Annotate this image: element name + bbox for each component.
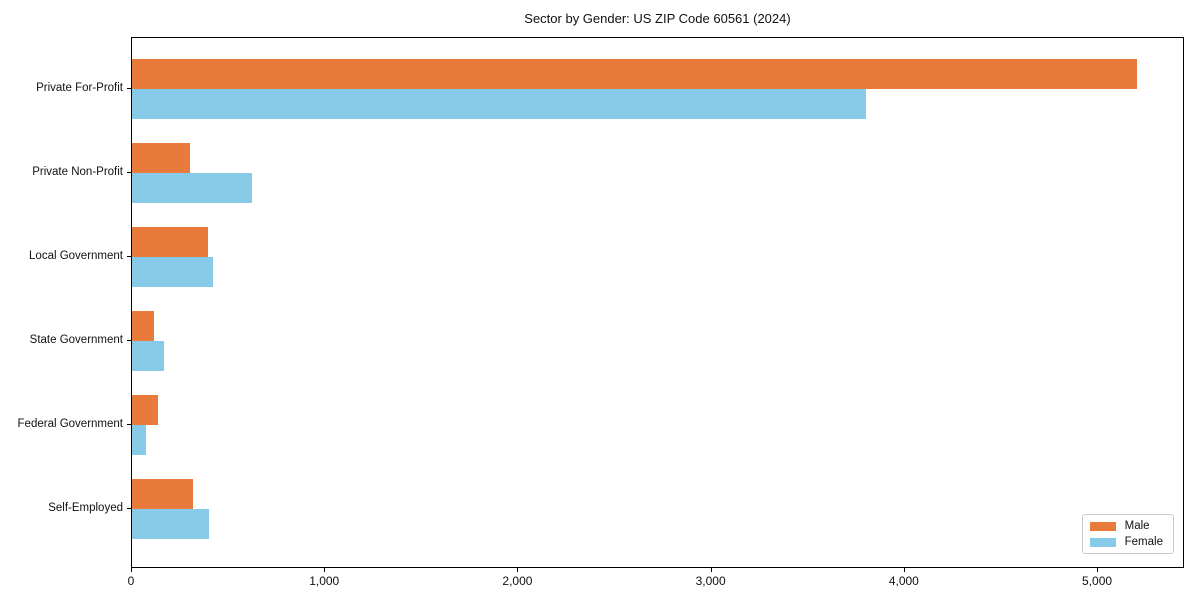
bar-female-federal-government (132, 425, 146, 455)
bar-male-federal-government (132, 395, 159, 425)
x-tick-label-1-000: 1,000 (309, 574, 340, 588)
x-tick-label-4-000: 4,000 (888, 574, 919, 588)
x-tick-mark (1097, 568, 1099, 572)
chart-legend: Male Female (1081, 514, 1174, 554)
x-tick-label-3-000: 3,000 (695, 574, 726, 588)
legend-entry-male: Male (1089, 520, 1163, 532)
bar-male-private-non-profit (132, 143, 190, 173)
bar-female-local-government (132, 257, 214, 287)
y-tick-mark (127, 424, 131, 425)
y-tick-mark (127, 172, 131, 173)
bar-female-self-employed (132, 509, 210, 539)
x-tick-mark (710, 568, 712, 572)
category-label-state-government: State Government (29, 334, 123, 346)
bar-male-local-government (132, 227, 209, 257)
y-tick-mark (127, 508, 131, 509)
category-label-private-non-profit: Private Non-Profit (32, 166, 123, 178)
category-label-private-for-profit: Private For-Profit (36, 82, 123, 94)
plot-area: Male Female (131, 37, 1184, 568)
x-tick-mark (903, 568, 905, 572)
legend-swatch-male (1089, 521, 1116, 531)
x-tick-mark (131, 568, 132, 572)
y-tick-mark (127, 88, 131, 89)
y-tick-mark (127, 340, 131, 341)
category-label-federal-government: Federal Government (17, 418, 123, 430)
category-label-local-government: Local Government (29, 250, 123, 262)
bar-male-state-government (132, 311, 155, 341)
legend-swatch-female (1089, 537, 1116, 547)
legend-label-male: Male (1124, 520, 1150, 532)
bar-female-state-government (132, 341, 164, 371)
x-tick-label-2-000: 2,000 (502, 574, 533, 588)
x-tick-label-0: 0 (127, 574, 135, 588)
x-tick-mark (517, 568, 519, 572)
bar-female-private-non-profit (132, 173, 252, 203)
bar-male-self-employed (132, 479, 193, 509)
legend-label-female: Female (1124, 536, 1163, 548)
legend-entry-female: Female (1089, 536, 1163, 548)
chart-title: Sector by Gender: US ZIP Code 60561 (202… (524, 11, 791, 26)
bar-female-private-for-profit (132, 89, 867, 119)
category-label-self-employed: Self-Employed (48, 502, 123, 514)
y-tick-mark (127, 256, 131, 257)
x-tick-mark (324, 568, 326, 572)
bar-male-private-for-profit (132, 59, 1137, 89)
x-tick-label-5-000: 5,000 (1082, 574, 1113, 588)
